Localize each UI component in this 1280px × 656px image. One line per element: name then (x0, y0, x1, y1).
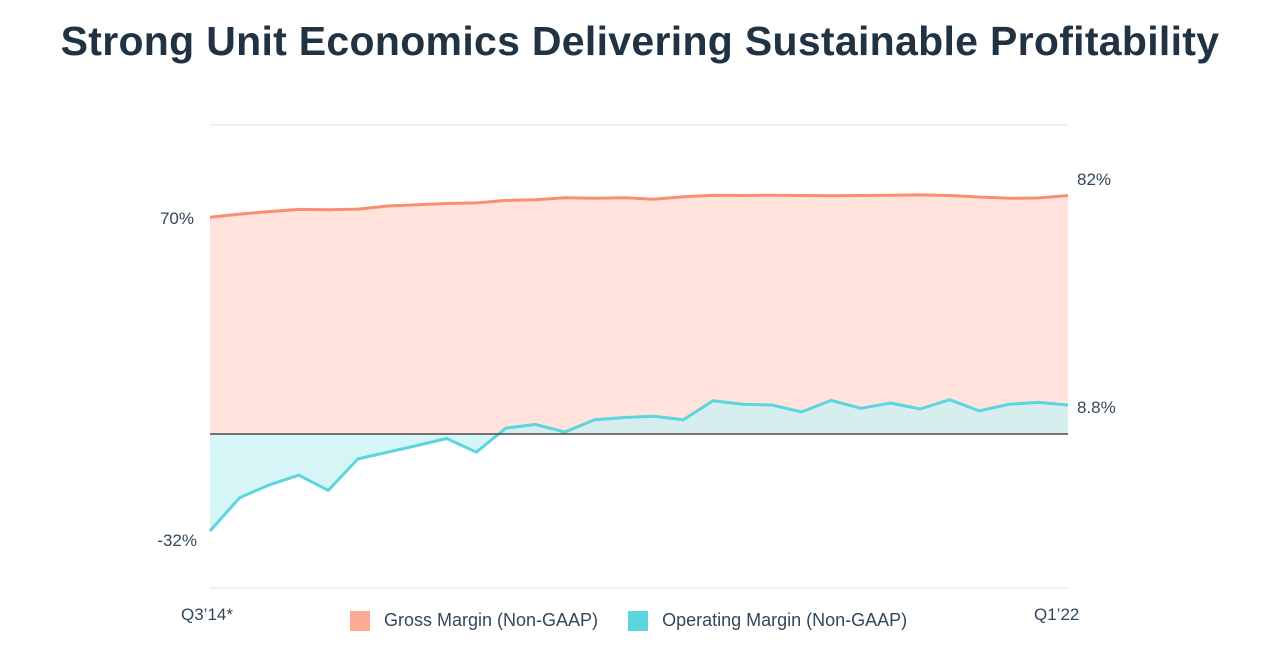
operating-swatch (628, 610, 649, 631)
operating-start-label: -32% (157, 531, 197, 550)
series-lines (208, 193, 1069, 532)
gross-line (209, 193, 1069, 219)
operating-line (208, 398, 1069, 532)
area-fills (210, 194, 1068, 531)
legend: Gross Margin (Non-GAAP) Operating Margin… (350, 610, 937, 631)
operating-area (210, 399, 1068, 531)
gross-start-label: 70% (160, 209, 194, 228)
legend-label-gross: Gross Margin (Non-GAAP) (384, 610, 599, 630)
value-labels: 70% -32% 82% 8.8% Q3’14* Q1’22 (157, 170, 1115, 624)
gross-area (210, 194, 1068, 434)
operating-end-label: 8.8% (1077, 398, 1116, 417)
gross-end-label: 82% (1077, 170, 1111, 189)
legend-item-operating: Operating Margin (Non-GAAP) (628, 610, 907, 631)
legend-label-operating: Operating Margin (Non-GAAP) (662, 610, 908, 630)
page-title: Strong Unit Economics Delivering Sustain… (60, 18, 1220, 64)
legend-item-gross: Gross Margin (Non-GAAP) (350, 610, 598, 631)
x-end-label: Q1’22 (1034, 605, 1079, 624)
gross-swatch (350, 610, 370, 631)
x-start-label: Q3’14* (181, 605, 233, 624)
